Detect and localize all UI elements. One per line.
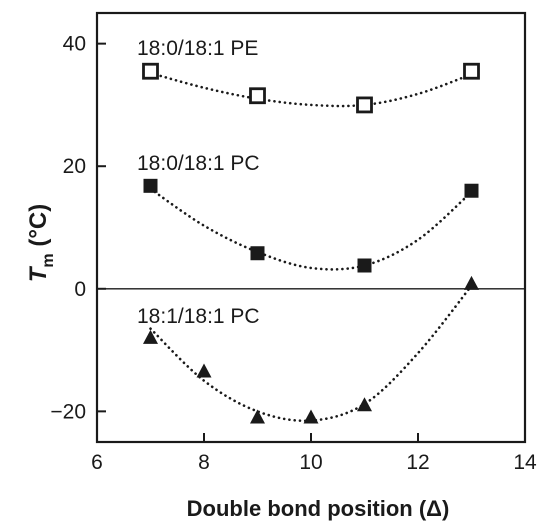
y-axis-title-unit: (°C) bbox=[25, 204, 52, 254]
data-point-triangle bbox=[196, 363, 212, 378]
x-tick-label: 12 bbox=[406, 451, 429, 474]
fit-curves bbox=[149, 71, 473, 423]
data-point-open-square bbox=[142, 62, 159, 80]
data-point-open-square bbox=[356, 96, 373, 114]
fit-curve-series-1 bbox=[149, 187, 473, 271]
data-point-filled-square bbox=[250, 246, 265, 261]
x-tick-label: 14 bbox=[513, 451, 537, 474]
series-label-pe: 18:0/18:1 PE bbox=[137, 37, 258, 60]
series-label-pc-unsaturated: 18:1/18:1 PC bbox=[137, 305, 260, 328]
data-point-open-square bbox=[249, 87, 266, 105]
data-point-filled-square bbox=[464, 183, 479, 198]
data-point-triangle bbox=[143, 329, 158, 344]
y-axis-ticks: 40 20 0 −20 bbox=[50, 33, 106, 423]
data-point-filled-square bbox=[143, 178, 158, 193]
x-tick-label: 8 bbox=[198, 451, 210, 474]
fit-curve-series-0 bbox=[149, 71, 473, 108]
x-axis-ticks: 6 8 10 12 14 bbox=[91, 433, 537, 474]
y-axis-title-subscript: m bbox=[40, 253, 57, 267]
y-tick-label: 40 bbox=[63, 33, 86, 56]
data-point-triangle bbox=[250, 409, 265, 424]
y-axis-title-symbol: T bbox=[25, 265, 52, 282]
x-tick-label: 10 bbox=[299, 451, 322, 474]
x-tick-label: 6 bbox=[91, 451, 103, 474]
y-tick-label: 0 bbox=[74, 278, 86, 301]
data-point-triangle bbox=[303, 409, 319, 424]
series-label-pc-saturated: 18:0/18:1 PC bbox=[137, 152, 260, 175]
data-markers bbox=[142, 62, 480, 424]
x-axis-title: Double bond position (Δ) bbox=[187, 496, 450, 521]
y-tick-label: −20 bbox=[50, 400, 86, 423]
data-point-filled-square bbox=[357, 258, 372, 273]
data-point-triangle bbox=[464, 275, 479, 290]
data-point-open-square bbox=[463, 62, 480, 80]
y-tick-label: 20 bbox=[63, 155, 86, 178]
data-point-triangle bbox=[357, 397, 372, 412]
y-axis-title: Tm (°C) bbox=[25, 204, 57, 283]
